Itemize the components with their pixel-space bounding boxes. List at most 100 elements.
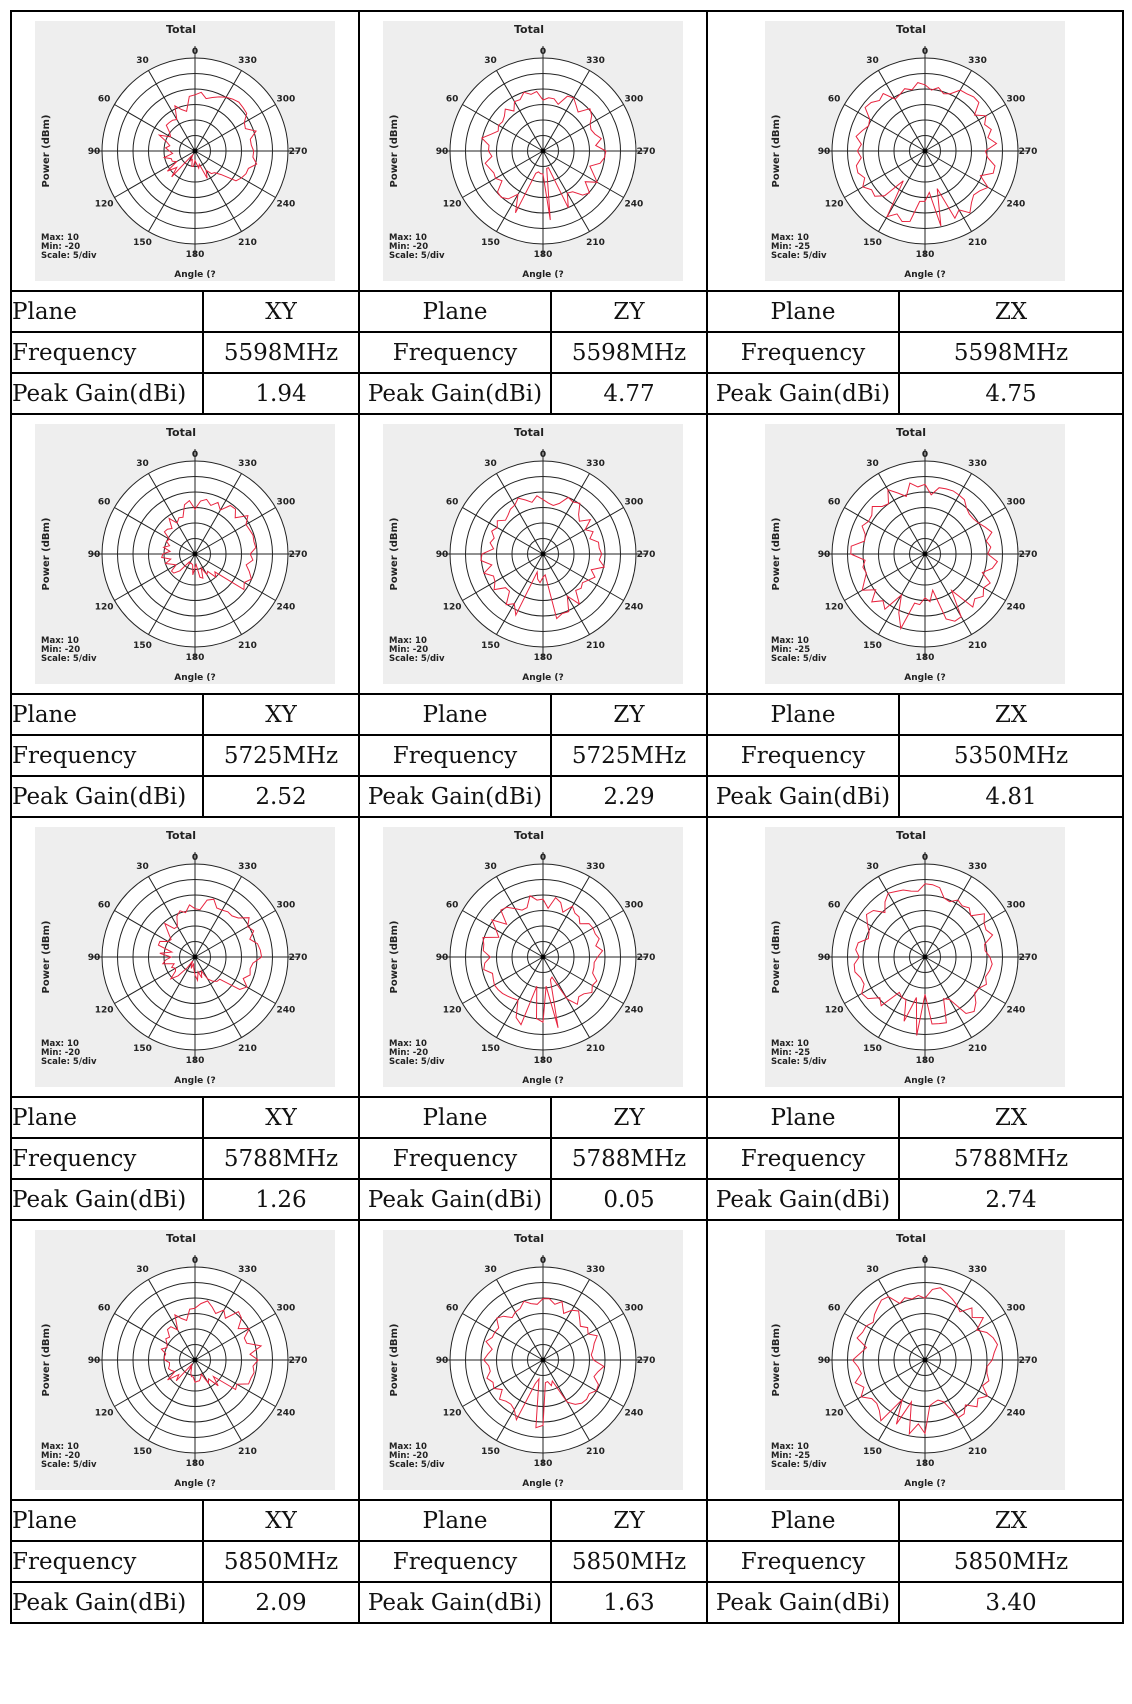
y-axis-label: Power (dBm) [389, 115, 400, 188]
angle-tick-label: 240 [625, 1006, 644, 1016]
angle-tick-label: 0 [540, 47, 546, 57]
grid-spoke [542, 150, 590, 232]
peak-gain-row: Peak Gain(dBi) 1.26 Peak Gain(dBi) 0.05 Peak… [10, 1178, 1124, 1221]
grid-spoke [194, 1359, 276, 1407]
scale-label: Scale: 5/div [771, 1460, 827, 1470]
grid-spoke [496, 553, 544, 635]
plane-label: Plane [10, 290, 204, 333]
angle-tick-label: 240 [277, 1409, 296, 1419]
plot-cell: Total Power (dBm) Angle (? Max: 10 Min: -20 S… [358, 816, 708, 1098]
peak_gain-value: 4.75 [898, 372, 1124, 415]
grid-spoke [924, 1359, 972, 1441]
angle-tick-label: 150 [863, 641, 882, 651]
angle-tick-label: 60 [828, 1304, 841, 1314]
x-axis-label: Angle (? [174, 1479, 215, 1489]
pattern-trace [157, 91, 258, 182]
grid-spoke [114, 507, 196, 555]
angle-tick-label: 330 [968, 1265, 987, 1275]
grid-spoke [924, 150, 972, 232]
angle-tick-label: 180 [534, 1459, 553, 1469]
angle-tick-label: 150 [481, 238, 500, 248]
peak_gain-value: 3.40 [898, 1581, 1124, 1624]
grid-spoke [924, 956, 1006, 1004]
grid-spoke [924, 473, 972, 555]
angle-tick-label: 90 [88, 147, 101, 157]
grid-spoke [542, 1359, 624, 1407]
x-axis-label: Angle (? [522, 1076, 563, 1086]
angle-tick-label: 120 [443, 1006, 462, 1016]
grid-spoke [194, 150, 276, 198]
angle-tick-label: 0 [922, 450, 928, 460]
angle-tick-label: 0 [540, 853, 546, 863]
center-dot [540, 148, 546, 154]
plane-value: ZX [898, 290, 1124, 333]
angle-tick-label: 330 [238, 459, 257, 469]
angle-tick-label: 30 [136, 862, 149, 872]
angle-tick-label: 180 [534, 653, 553, 663]
angle-tick-label: 210 [968, 641, 987, 651]
angle-tick-label: 270 [1019, 1356, 1038, 1366]
min-label: Min: -20 [389, 645, 428, 655]
angle-tick-label: 30 [866, 459, 879, 469]
frequency-row: Frequency 5850MHz Frequency 5850MHz Frequenc… [10, 1540, 1124, 1583]
angle-tick-label: 120 [95, 1006, 114, 1016]
grid-spoke [924, 876, 972, 958]
pattern-trace [482, 894, 604, 1028]
grid-spoke [924, 507, 1006, 555]
angle-tick-label: 90 [88, 1356, 101, 1366]
peak_gain-label: Peak Gain(dBi) [358, 372, 552, 415]
grid-spoke [114, 553, 196, 601]
y-axis-label: Power (dBm) [41, 115, 52, 188]
grid-spoke [496, 1279, 544, 1361]
peak_gain-value: 2.29 [550, 775, 708, 818]
max-label: Max: 10 [389, 233, 427, 243]
frequency-row: Frequency 5788MHz Frequency 5788MHz Frequenc… [10, 1137, 1124, 1180]
angle-tick-label: 90 [818, 147, 831, 157]
angle-tick-label: 0 [192, 450, 198, 460]
peak-gain-row: Peak Gain(dBi) 1.94 Peak Gain(dBi) 4.77 Peak… [10, 372, 1124, 415]
scale-label: Scale: 5/div [389, 1057, 445, 1067]
grid-spoke [148, 956, 196, 1038]
grid-spoke [924, 910, 1006, 958]
grid-spoke [194, 70, 242, 152]
center-dot [192, 1357, 198, 1363]
angle-tick-label: 300 [1007, 1304, 1026, 1314]
plane-value: ZY [550, 693, 708, 736]
angle-tick-label: 270 [637, 953, 656, 963]
center-dot [192, 551, 198, 557]
angle-tick-label: 30 [484, 1265, 497, 1275]
y-axis-label: Power (dBm) [41, 1324, 52, 1397]
angle-tick-label: 120 [443, 603, 462, 613]
grid-spoke [924, 1359, 1006, 1407]
angle-tick-label: 60 [828, 498, 841, 508]
grid-spoke [542, 1313, 624, 1361]
grid-spoke [924, 70, 972, 152]
plot-cell: Total Power (dBm) Angle (? Max: 10 Min: -20 S… [10, 1219, 360, 1501]
angle-tick-label: 60 [98, 498, 111, 508]
min-label: Min: -25 [771, 1451, 810, 1461]
center-dot [922, 1357, 928, 1363]
grid-spoke [542, 553, 590, 635]
min-label: Min: -20 [41, 1048, 80, 1058]
angle-tick-label: 270 [289, 550, 308, 560]
angle-tick-label: 120 [825, 1006, 844, 1016]
scale-label: Scale: 5/div [389, 251, 445, 261]
frequency-value: 5598MHz [202, 331, 360, 374]
y-axis-label: Power (dBm) [771, 921, 782, 994]
angle-tick-label: 240 [1007, 1006, 1026, 1016]
grid-spoke [844, 956, 926, 1004]
angle-tick-label: 0 [192, 47, 198, 57]
min-label: Min: -20 [389, 1451, 428, 1461]
grid-spoke [542, 70, 590, 152]
angle-tick-label: 0 [922, 47, 928, 57]
angle-tick-label: 240 [1007, 1409, 1026, 1419]
peak_gain-value: 4.81 [898, 775, 1124, 818]
grid-spoke [542, 150, 624, 198]
scale-label: Scale: 5/div [389, 1460, 445, 1470]
grid-spoke [844, 1313, 926, 1361]
grid-spoke [114, 1313, 196, 1361]
angle-tick-label: 30 [866, 862, 879, 872]
